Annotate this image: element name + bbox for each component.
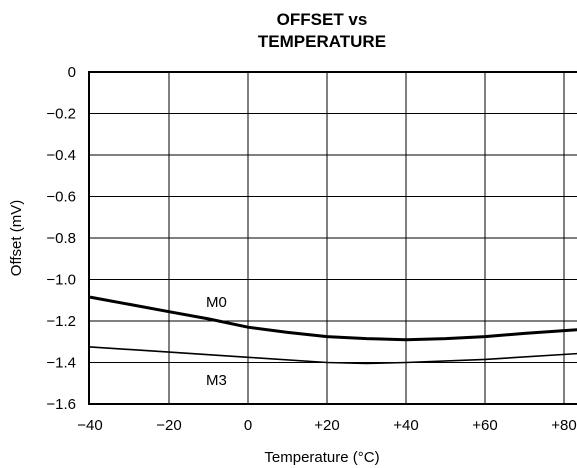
series-lines (89, 295, 577, 365)
y-tick-label: 0 (68, 64, 76, 81)
x-tick-label: +20 (314, 417, 339, 434)
x-tick-label: 0 (244, 417, 252, 434)
x-tick-label: +40 (393, 417, 418, 434)
y-tick-label: −1.0 (46, 272, 76, 289)
grid-lines (89, 72, 577, 404)
y-tick-label: −1.6 (46, 396, 76, 413)
x-tick-label: +60 (472, 417, 497, 434)
y-tick-label: −0.6 (46, 189, 76, 206)
x-tick-label: +80 (551, 417, 576, 434)
x-tick-label: −20 (156, 417, 181, 434)
y-tick-label: −0.2 (46, 106, 76, 123)
y-tick-label: −1.4 (46, 355, 76, 372)
tick-labels: −40 −20 0 +20 +40 +60 +80 0 −0.2 −0.4 −0.6 −0.8 −1.0… (46, 64, 576, 434)
x-tick-label: −40 (77, 417, 102, 434)
series-line-m0 (89, 295, 577, 342)
series-line-m3 (89, 346, 577, 365)
chart-title-line1: OFFSET vs (277, 10, 368, 29)
y-axis-label: Offset (mV) (8, 200, 25, 276)
y-tick-label: −0.4 (46, 147, 76, 164)
series-label-m3: M3 (206, 372, 227, 389)
chart-title-line2: TEMPERATURE (258, 32, 386, 51)
plot-frame (88, 71, 577, 405)
series-label-m0: M0 (206, 294, 227, 311)
x-axis-label: Temperature (°C) (264, 449, 379, 466)
y-tick-label: −1.2 (46, 313, 76, 330)
y-tick-label: −0.8 (46, 230, 76, 247)
